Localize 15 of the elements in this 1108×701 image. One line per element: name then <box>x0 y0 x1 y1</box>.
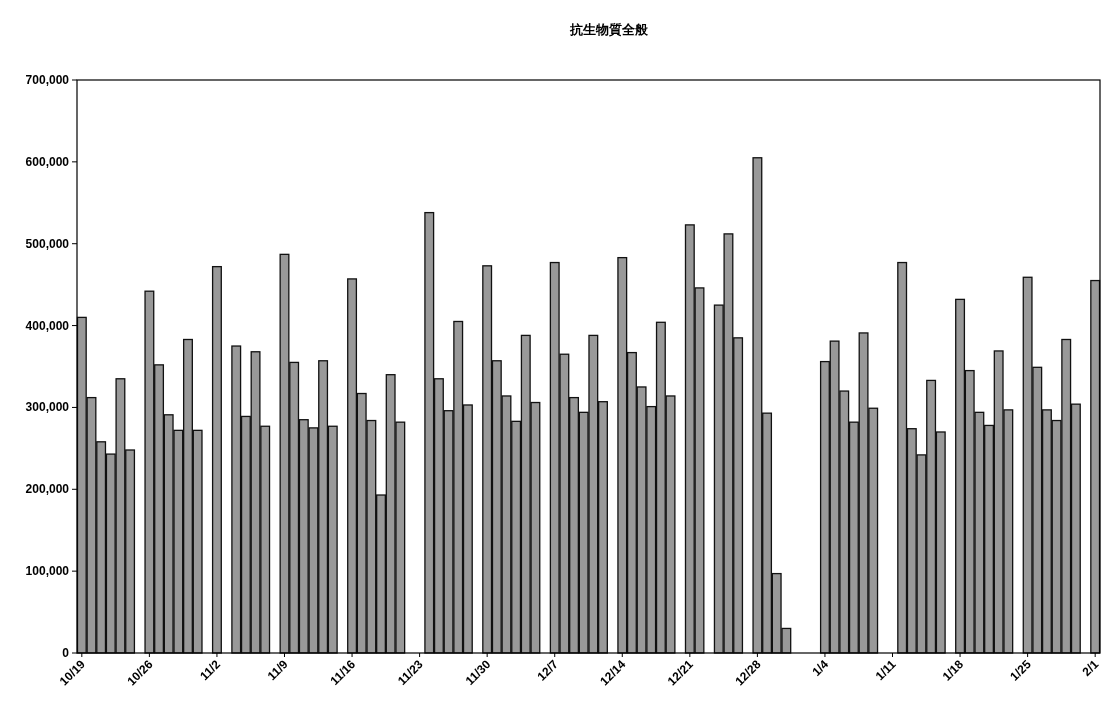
x-tick-label: 11/9 <box>264 657 291 684</box>
y-tick-label: 200,000 <box>25 482 70 497</box>
chart-title: 抗生物質全般 <box>568 22 649 37</box>
y-tick-label: 100,000 <box>25 564 70 579</box>
y-tick-label: 0 <box>62 646 70 660</box>
bar <box>1090 279 1101 654</box>
y-tick-label: 300,000 <box>25 400 70 415</box>
y-tick-label: 700,000 <box>25 73 70 87</box>
x-tick-label: 1/11 <box>872 657 899 684</box>
y-tick-label: 500,000 <box>25 236 70 251</box>
bar <box>211 265 222 654</box>
y-tick-label: 400,000 <box>25 318 70 333</box>
x-tick-label: 2/1 <box>1079 657 1102 679</box>
x-tick-label: 1/4 <box>809 657 832 679</box>
y-tick-label: 600,000 <box>25 154 70 169</box>
